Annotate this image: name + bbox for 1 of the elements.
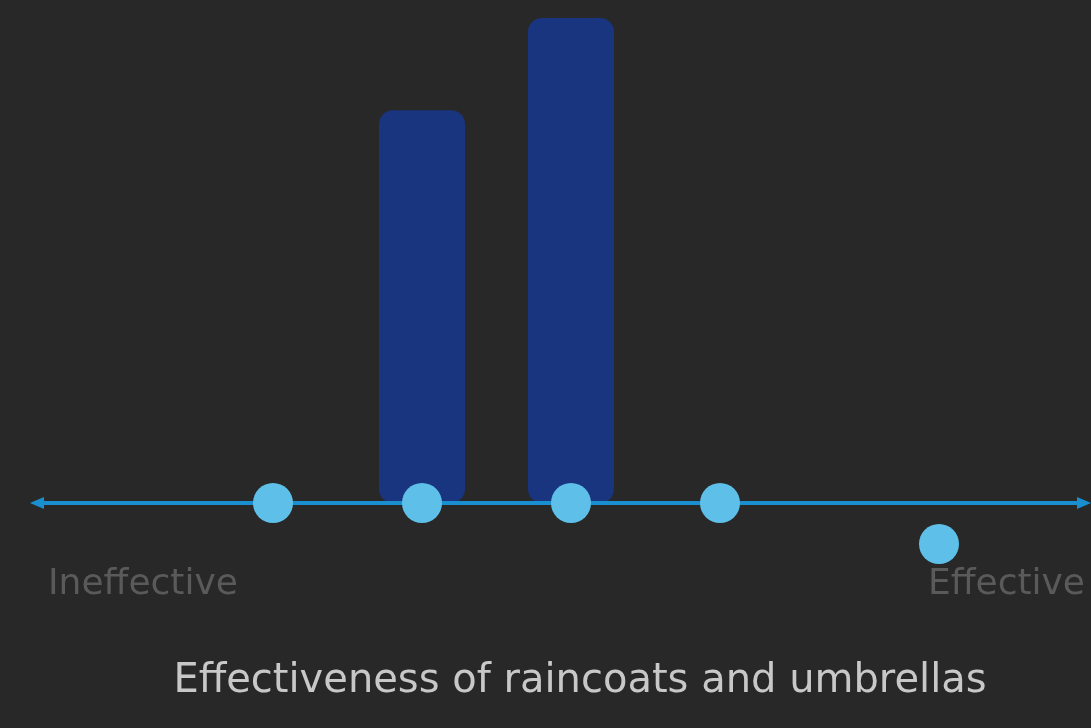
text: Effectiveness of raincoats and umbrellas xyxy=(173,655,987,701)
